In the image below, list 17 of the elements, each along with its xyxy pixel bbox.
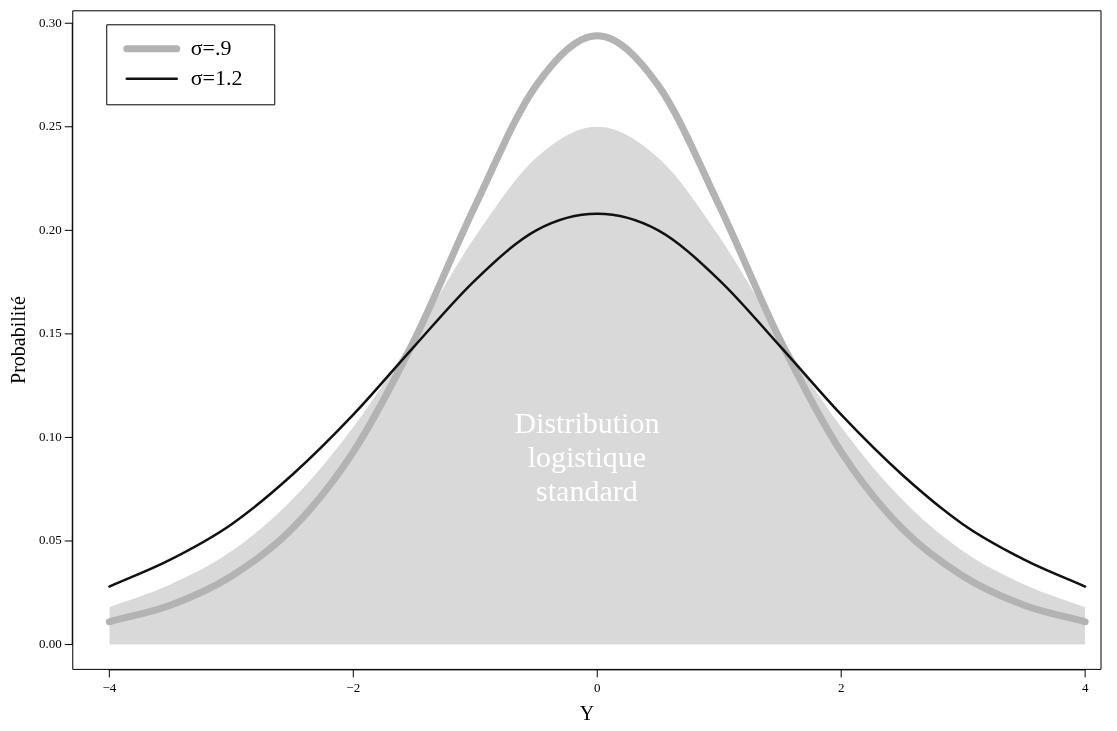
x-tick-label: −2 (346, 679, 361, 695)
x-tick-label: 0 (593, 679, 601, 695)
legend-label: σ=1.2 (190, 64, 243, 90)
x-tick-label: 2 (837, 679, 845, 695)
legend-label: σ=.9 (190, 34, 232, 60)
y-axis-title: Probabilité (7, 296, 30, 384)
x-tick-label: −4 (102, 679, 117, 695)
y-tick-label: 0.15 (39, 325, 62, 341)
x-axis-title: Y (579, 702, 595, 725)
y-tick-label: 0.00 (39, 635, 62, 651)
y-tick-label: 0.10 (39, 428, 62, 444)
y-tick-label: 0.30 (39, 14, 62, 30)
y-tick-label: 0.25 (39, 118, 62, 134)
x-tick-label: 4 (1081, 679, 1089, 695)
y-tick-label: 0.05 (39, 532, 62, 548)
y-tick-label: 0.20 (39, 221, 62, 237)
line-series (108, 212, 1087, 588)
